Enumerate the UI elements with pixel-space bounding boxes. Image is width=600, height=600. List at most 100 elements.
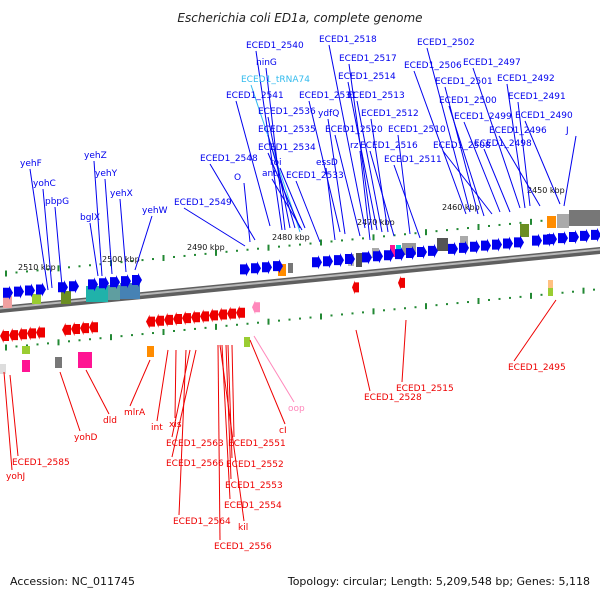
- forward-gene-arrow: [459, 240, 469, 255]
- tick-mark: [152, 258, 154, 261]
- tick-mark: [582, 287, 585, 294]
- gene-label: ECED1_2563: [166, 439, 224, 449]
- gene-label: ECED1_2491: [508, 92, 566, 102]
- gene-label: dld: [103, 416, 117, 426]
- reverse-gene-arrow: [27, 326, 36, 341]
- gene-label: ECED1_2513: [347, 91, 405, 101]
- gene-label: ECED1_2548: [200, 154, 258, 164]
- label-leader: [444, 86, 479, 215]
- tick-mark: [467, 227, 469, 230]
- reverse-gene-arrow: [398, 275, 405, 290]
- label-leader: [129, 359, 151, 407]
- tick-mark: [519, 221, 522, 224]
- label-leader: [217, 344, 221, 541]
- forward-gene-arrow: [532, 233, 542, 248]
- tick-mark: [267, 318, 270, 325]
- gene-label: xis: [169, 420, 182, 430]
- forward-gene-arrow: [428, 243, 438, 258]
- label-leader: [355, 329, 371, 392]
- tick-mark: [47, 268, 49, 271]
- reverse-gene-arrow: [89, 320, 98, 335]
- forward-gene-arrow: [88, 277, 98, 292]
- tick-mark: [467, 301, 469, 304]
- tick-mark: [288, 244, 291, 247]
- tick-mark: [362, 311, 364, 314]
- forward-gene-arrow: [3, 285, 13, 300]
- tick-mark: [488, 298, 490, 301]
- ruler-label: 2450 kbp: [527, 186, 565, 195]
- gene-label: ECED1_2541: [226, 91, 284, 101]
- gene-label: ECED1_tRNA74: [241, 75, 310, 85]
- label-leader: [93, 160, 103, 277]
- forward-gene-arrow: [323, 254, 333, 269]
- reverse-gene-arrow: [209, 308, 218, 323]
- reverse-gene-arrow: [252, 300, 260, 315]
- tick-mark: [299, 317, 301, 320]
- label-leader: [42, 188, 53, 289]
- forward-gene-arrow: [406, 246, 416, 261]
- reverse-gene-arrow: [36, 325, 45, 340]
- gene-label: pbpG: [45, 197, 69, 207]
- reverse-gene-arrow: [80, 321, 89, 336]
- ruler-label: 2460 kbp: [442, 203, 480, 212]
- gene-label: yohD: [74, 433, 98, 443]
- label-leader: [334, 134, 361, 237]
- gene-label: ECED1_2518: [319, 35, 377, 45]
- gene-label: ECED1_2531: [299, 91, 357, 101]
- gene-label: ECED1_2536: [258, 107, 316, 117]
- label-leader: [231, 344, 235, 438]
- gene-label: ECED1_2497: [463, 58, 521, 68]
- tick-mark: [351, 238, 354, 241]
- tick-mark: [383, 309, 385, 312]
- gene-label: ECED1_2512: [361, 109, 419, 119]
- label-leader: [225, 344, 232, 480]
- label-leader: [327, 118, 346, 235]
- forward-gene-arrow: [121, 274, 131, 289]
- reverse-gene-arrow: [173, 311, 182, 326]
- label-leader: [370, 118, 389, 233]
- label-leader: [54, 206, 63, 287]
- label-leader: [524, 120, 561, 205]
- forward-gene-arrow: [58, 280, 68, 295]
- tick-mark: [530, 292, 532, 299]
- forward-gene-arrow: [569, 230, 579, 245]
- label-leader: [517, 101, 531, 207]
- label-leader: [347, 81, 378, 231]
- forward-gene-arrow: [547, 232, 557, 247]
- tick-mark: [183, 254, 186, 257]
- forward-gene-arrow: [373, 249, 383, 264]
- gene-label: ECED1_2533: [286, 171, 344, 181]
- gene-label: ECED1_2551: [228, 439, 286, 449]
- gene-label: yehF: [20, 159, 42, 169]
- tick-mark: [278, 319, 280, 322]
- label-leader: [498, 135, 541, 207]
- label-leader: [483, 148, 511, 213]
- tick-mark: [162, 255, 165, 262]
- tick-mark: [215, 323, 217, 330]
- forward-gene-arrow: [384, 248, 394, 263]
- forward-gene-arrows: [3, 227, 600, 300]
- gene-label: ECED1_2564: [173, 517, 231, 527]
- label-leader: [119, 198, 127, 273]
- label-leader: [325, 167, 336, 241]
- label-leader: [250, 84, 301, 233]
- tick-mark: [404, 233, 406, 236]
- map-title: Escherichia coli ED1a, complete genome: [177, 11, 422, 25]
- ruler-label: 2490 kbp: [187, 243, 225, 252]
- tick-mark: [393, 308, 396, 311]
- forward-gene-arrow: [362, 250, 372, 265]
- tick-mark: [267, 244, 270, 251]
- tick-mark: [204, 252, 207, 255]
- gene-label: yehX: [110, 189, 133, 199]
- label-leader: [209, 163, 256, 241]
- reverse-gene-arrow: [0, 329, 9, 343]
- reverse-gene-arrow: [71, 322, 80, 337]
- forward-gene-arrow: [99, 276, 109, 291]
- gene-label: ECED1_2490: [515, 111, 573, 121]
- tick-mark: [215, 249, 217, 256]
- label-leader: [156, 349, 169, 422]
- reverse-gene-arrow: [146, 314, 155, 329]
- tick-mark: [561, 291, 564, 294]
- ruler-label: 2510 kbp: [18, 263, 56, 272]
